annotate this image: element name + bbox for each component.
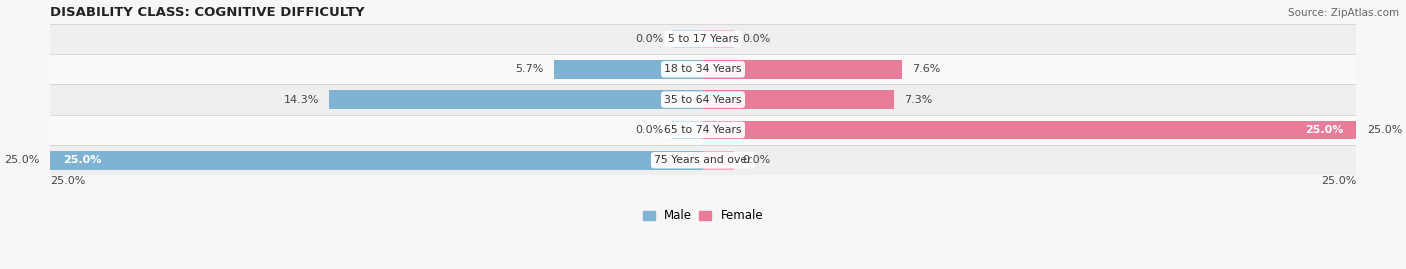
Bar: [703, 60, 901, 79]
Bar: [49, 24, 1357, 54]
Text: 25.0%: 25.0%: [1322, 176, 1357, 186]
Text: 25.0%: 25.0%: [1305, 125, 1343, 135]
Text: 0.0%: 0.0%: [636, 125, 664, 135]
Bar: [554, 60, 703, 79]
Bar: [703, 121, 1357, 139]
Text: 5.7%: 5.7%: [515, 64, 544, 74]
Text: 75 Years and over: 75 Years and over: [654, 155, 752, 165]
Text: 65 to 74 Years: 65 to 74 Years: [664, 125, 742, 135]
Text: 18 to 34 Years: 18 to 34 Years: [664, 64, 742, 74]
Bar: [49, 145, 1357, 175]
Bar: [672, 121, 703, 139]
Text: 25.0%: 25.0%: [63, 155, 101, 165]
Legend: Male, Female: Male, Female: [643, 210, 763, 222]
Bar: [703, 151, 734, 169]
Text: 0.0%: 0.0%: [742, 155, 770, 165]
Text: 25.0%: 25.0%: [1367, 125, 1402, 135]
Text: 35 to 64 Years: 35 to 64 Years: [664, 95, 742, 105]
Text: Source: ZipAtlas.com: Source: ZipAtlas.com: [1288, 8, 1399, 18]
Text: 0.0%: 0.0%: [636, 34, 664, 44]
Text: 7.3%: 7.3%: [904, 95, 932, 105]
Bar: [703, 90, 894, 109]
Text: 25.0%: 25.0%: [4, 155, 39, 165]
Text: 25.0%: 25.0%: [49, 176, 84, 186]
Bar: [329, 90, 703, 109]
Text: 5 to 17 Years: 5 to 17 Years: [668, 34, 738, 44]
Text: DISABILITY CLASS: COGNITIVE DIFFICULTY: DISABILITY CLASS: COGNITIVE DIFFICULTY: [49, 6, 364, 19]
Bar: [49, 84, 1357, 115]
Bar: [672, 30, 703, 48]
Bar: [49, 151, 703, 169]
Bar: [703, 30, 734, 48]
Text: 0.0%: 0.0%: [742, 34, 770, 44]
Bar: [49, 54, 1357, 84]
Bar: [49, 115, 1357, 145]
Text: 14.3%: 14.3%: [284, 95, 319, 105]
Text: 7.6%: 7.6%: [912, 64, 941, 74]
